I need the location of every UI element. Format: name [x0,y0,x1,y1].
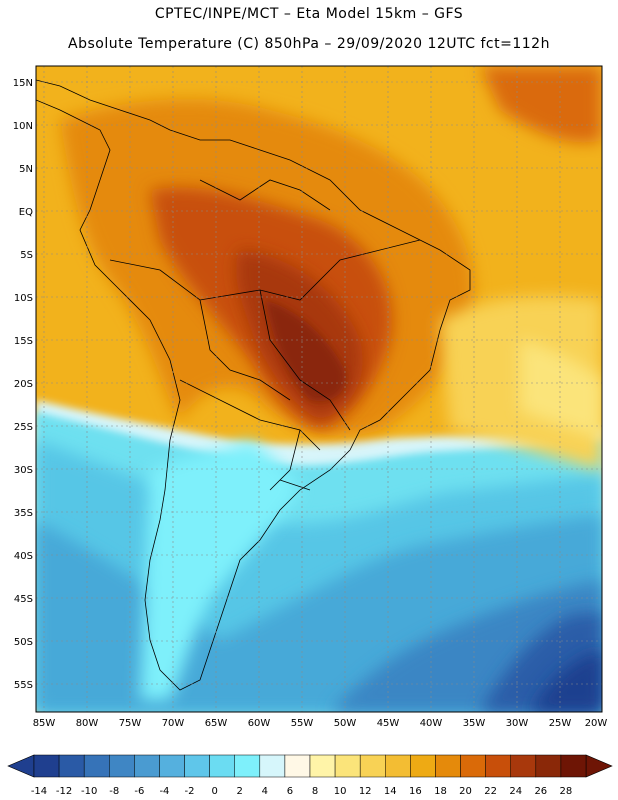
lon-label: 20W [585,718,608,729]
temperature-field [36,66,602,712]
colorbar-min-arrow [7,754,35,778]
lon-label: 75W [119,718,142,729]
lon-label: 50W [334,718,357,729]
lat-label: 10N [13,121,33,132]
lat-label: 55S [14,680,33,691]
colorbar-swatch [109,754,135,778]
colorbar-swatch [58,754,85,778]
colorbar-tick-label: 28 [560,786,573,797]
lon-label: 55W [291,718,314,729]
map-frame [35,65,603,713]
chart-title-line-2: Absolute Temperature (C) 850hPa – 29/09/… [68,36,550,52]
colorbar-swatch [334,754,361,778]
latitude-axis: 15N 10N 5N EQ 5S 10S 15S 20S 25S 30S 35S… [13,78,33,691]
colorbar-swatch [485,754,511,778]
colorbar-tick-label: 26 [534,786,547,797]
lon-label: 30W [506,718,529,729]
colorbar-swatch [460,754,486,778]
colorbar-swatch [209,754,235,778]
colorbar-swatch [33,754,60,778]
colorbar-tick-label: 0 [211,786,217,797]
colorbar-swatch [184,754,210,778]
colorbar-tick-label: 16 [409,786,422,797]
colorbar-swatch [134,754,160,778]
lat-label: 25S [14,422,33,433]
lat-label: 15N [13,78,33,89]
colorbar-swatch [359,754,386,778]
colorbar-swatch [309,754,336,778]
colorbar-tick-label: -12 [56,786,72,797]
lat-label: 45S [14,594,33,605]
lat-label: 20S [14,379,33,390]
lon-label: 70W [162,718,185,729]
lat-label: 30S [14,465,33,476]
colorbar-tick-label: 24 [509,786,522,797]
colorbar-tick-label: 8 [312,786,318,797]
lon-label: 25W [549,718,572,729]
colorbar-tick-label: -10 [81,786,97,797]
lat-label: 10S [14,293,33,304]
colorbar-tick-label: -4 [159,786,169,797]
longitude-axis: 85W 80W 75W 70W 65W 60W 55W 50W 45W 40W … [33,718,608,729]
colorbar-swatch [83,754,110,778]
lat-label: 50S [14,637,33,648]
lon-label: 60W [248,718,271,729]
colorbar-tick-label: 4 [262,786,268,797]
lon-label: 45W [377,718,400,729]
colorbar-max-arrow [585,754,613,778]
colorbar-tick-label: -8 [109,786,119,797]
colorbar-tick-label: 6 [287,786,293,797]
colorbar-swatch [410,754,436,778]
colorbar-swatch [159,754,185,778]
colorbar-tick-label: -6 [134,786,144,797]
colorbar-tick-label: -14 [31,786,47,797]
coastlines [36,79,471,691]
colorbar: -14 -12 -10 -8 -6 -4 -2 0 2 4 6 8 10 12 14 16 18 20 22 24 26… [7,754,613,797]
lon-label: 65W [205,718,228,729]
chart-title-line-1: CPTEC/INPE/MCT – Eta Model 15km – GFS [154,6,464,22]
colorbar-swatch [560,754,587,778]
colorbar-swatch [435,754,461,778]
colorbar-swatch [284,754,311,778]
lat-label: 15S [14,336,33,347]
lat-label: 5N [19,164,33,175]
lon-label: 35W [463,718,486,729]
colorbar-tick-label: 12 [359,786,372,797]
colorbar-tick-label: 2 [237,786,243,797]
colorbar-tick-label: 20 [459,786,472,797]
lon-label: 40W [420,718,443,729]
lat-label: 35S [14,508,33,519]
colorbar-swatch [234,754,261,778]
graticule [36,66,602,712]
colorbar-tick-label: 22 [484,786,497,797]
lat-label: EQ [19,207,33,218]
lon-label: 85W [33,718,56,729]
colorbar-tick-label: -2 [185,786,195,797]
lat-label: 40S [14,551,33,562]
colorbar-tick-label: 18 [434,786,447,797]
colorbar-tick-label: 10 [334,786,347,797]
colorbar-swatch [385,754,411,778]
lon-label: 80W [76,718,99,729]
colorbar-swatch [259,754,286,778]
lat-label: 5S [20,250,33,261]
colorbar-swatch [535,754,562,778]
colorbar-tick-label: 14 [384,786,397,797]
colorbar-swatch [510,754,537,778]
